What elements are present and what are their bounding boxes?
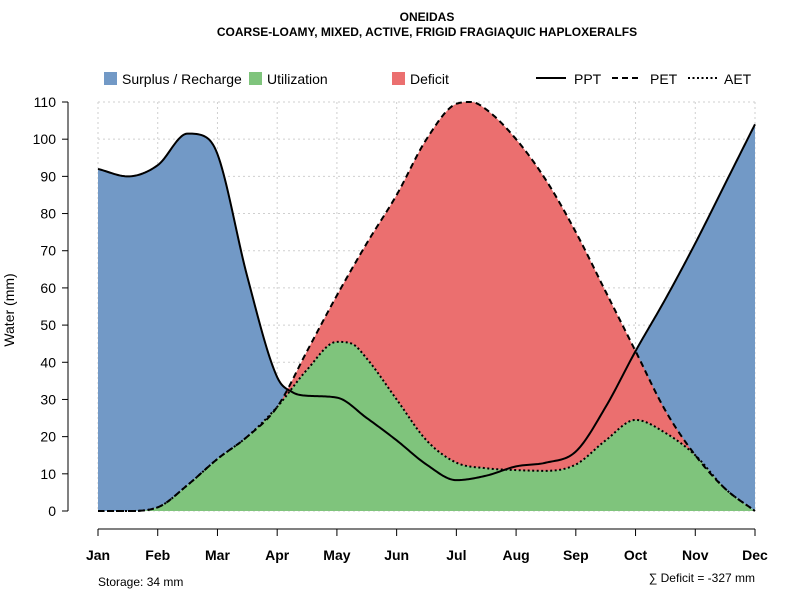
y-tick-label-110: 110 (34, 94, 57, 110)
y-tick-label-0: 0 (48, 503, 56, 519)
series-lines (97, 101, 756, 512)
y-tick-label-100: 100 (33, 131, 57, 147)
y-tick-label-10: 10 (40, 466, 56, 482)
x-tick-label-sep: Sep (563, 547, 589, 563)
area-fills (98, 102, 755, 511)
y-tick-label-90: 90 (40, 168, 56, 184)
chart-subtitle: COARSE-LOAMY, MIXED, ACTIVE, FRIGID FRAG… (217, 25, 637, 39)
y-tick-label-60: 60 (40, 280, 56, 296)
x-tick-label-oct: Oct (624, 547, 648, 563)
x-tick-label-jun: Jun (384, 547, 409, 563)
legend-swatch-utilization (249, 72, 262, 85)
x-tick-label-jan: Jan (86, 547, 110, 563)
y-tick-label-70: 70 (40, 243, 56, 259)
x-tick-label-dec: Dec (742, 547, 768, 563)
legend-label-aet: AET (724, 71, 752, 87)
y-tick-label-30: 30 (40, 391, 56, 407)
y-tick-label-50: 50 (40, 317, 56, 333)
x-tick-label-jul: Jul (446, 547, 466, 563)
x-tick-label-feb: Feb (145, 547, 170, 563)
chart-title: ONEIDAS (400, 10, 455, 24)
legend-label-deficit: Deficit (410, 71, 449, 87)
legend-swatch-deficit (392, 72, 405, 85)
y-tick-label-40: 40 (40, 354, 56, 370)
x-tick-label-nov: Nov (682, 547, 709, 563)
ppt-line (97, 123, 756, 482)
legend-label-surplus: Surplus / Recharge (122, 71, 242, 87)
surplus-recharge-area (98, 124, 755, 511)
x-tick-label-aug: Aug (502, 547, 529, 563)
storage-note: Storage: 34 mm (98, 575, 183, 589)
x-tick-label-apr: Apr (265, 547, 290, 563)
x-tick-label-may: May (323, 547, 350, 563)
pet-line (98, 101, 756, 512)
x-tick-label-mar: Mar (205, 547, 230, 563)
legend-label-pet: PET (650, 71, 678, 87)
axes: 0 10 20 30 40 50 60 70 80 90 100 110 Jan Feb Mar Apr May… (33, 94, 768, 563)
legend-swatch-surplus (104, 72, 117, 85)
deficit-note: ∑ Deficit = -327 mm (649, 571, 755, 585)
legend-label-ppt: PPT (574, 71, 602, 87)
legend: Surplus / Recharge Utilization Deficit P… (104, 71, 752, 87)
y-tick-label-80: 80 (40, 206, 56, 222)
legend-label-utilization: Utilization (267, 71, 328, 87)
y-axis-label: Water (mm) (1, 273, 17, 346)
y-tick-label-20: 20 (40, 429, 56, 445)
utilization-area (98, 341, 755, 511)
deficit-area (98, 102, 755, 511)
